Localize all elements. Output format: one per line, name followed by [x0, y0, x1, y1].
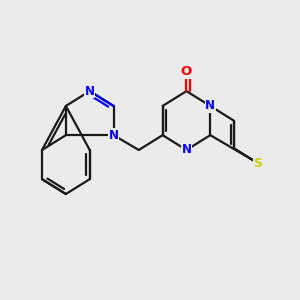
Text: N: N	[205, 100, 215, 112]
Text: N: N	[182, 143, 191, 157]
Text: S: S	[254, 157, 262, 170]
Text: N: N	[85, 85, 95, 98]
Text: N: N	[109, 129, 118, 142]
Text: O: O	[181, 65, 192, 78]
